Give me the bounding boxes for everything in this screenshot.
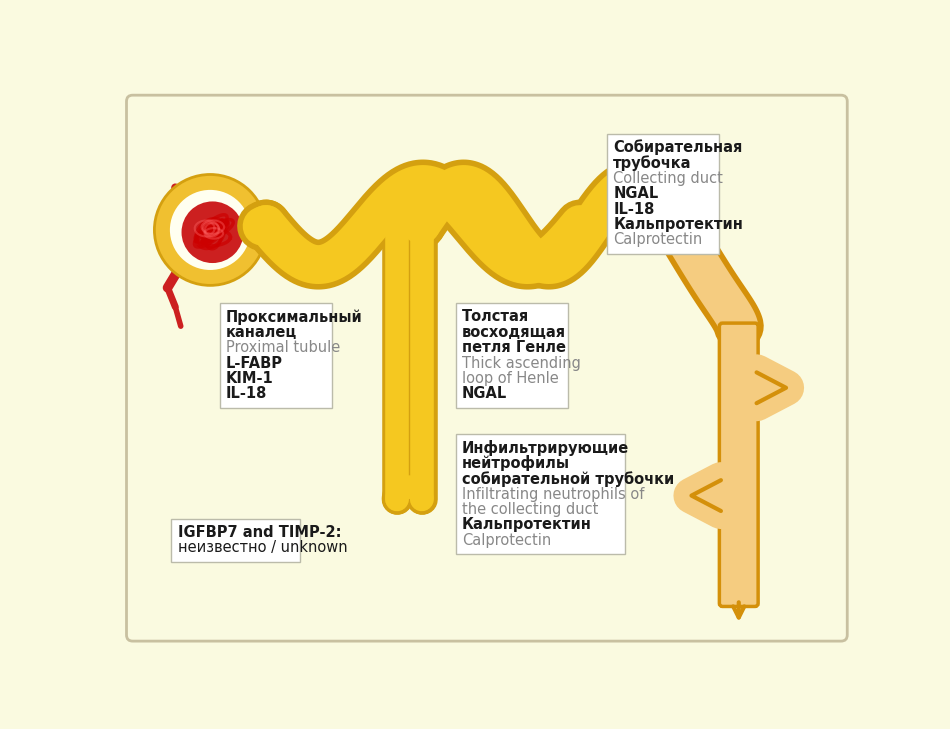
Text: Инфильтрирующие: Инфильтрирующие [462, 440, 629, 456]
Text: the collecting duct: the collecting duct [462, 502, 598, 517]
FancyBboxPatch shape [607, 133, 719, 254]
Text: восходящая: восходящая [462, 325, 566, 340]
FancyBboxPatch shape [126, 95, 847, 641]
Text: NGAL: NGAL [613, 186, 658, 201]
FancyBboxPatch shape [456, 434, 625, 554]
Text: IL-18: IL-18 [226, 386, 267, 402]
Text: loop of Henle: loop of Henle [462, 371, 559, 386]
Text: L-FABP: L-FABP [226, 356, 283, 370]
Text: каналец: каналец [226, 325, 297, 340]
FancyBboxPatch shape [219, 303, 332, 408]
Text: Кальпротектин: Кальпротектин [462, 518, 592, 532]
Text: Собирательная: Собирательная [613, 140, 743, 155]
Text: KIM-1: KIM-1 [226, 371, 274, 386]
Circle shape [155, 174, 266, 285]
Text: Толстая: Толстая [462, 309, 529, 324]
Text: трубочка: трубочка [613, 155, 692, 171]
Text: петля Генле: петля Генле [462, 340, 566, 355]
Text: Calprotectin: Calprotectin [462, 533, 551, 547]
Text: нейтрофилы: нейтрофилы [462, 455, 570, 471]
Text: Proximal tubule: Proximal tubule [226, 340, 340, 355]
Circle shape [170, 190, 251, 270]
Text: Collecting duct: Collecting duct [613, 171, 723, 186]
Text: собирательной трубочки: собирательной трубочки [462, 471, 674, 486]
Text: неизвестно / unknown: неизвестно / unknown [178, 540, 348, 555]
Text: Calprotectin: Calprotectin [613, 233, 702, 247]
Text: IGFBP7 and TIMP-2:: IGFBP7 and TIMP-2: [178, 525, 341, 540]
Text: Кальпротектин: Кальпротектин [613, 217, 743, 232]
Text: Проксимальный: Проксимальный [226, 309, 363, 324]
FancyBboxPatch shape [171, 518, 300, 562]
Text: Infiltrating neutrophils of: Infiltrating neutrophils of [462, 486, 644, 502]
Text: IL-18: IL-18 [613, 202, 655, 217]
Text: NGAL: NGAL [462, 386, 507, 402]
FancyBboxPatch shape [456, 303, 568, 408]
Text: Thick ascending: Thick ascending [462, 356, 581, 370]
Circle shape [181, 201, 243, 263]
FancyBboxPatch shape [719, 323, 758, 607]
